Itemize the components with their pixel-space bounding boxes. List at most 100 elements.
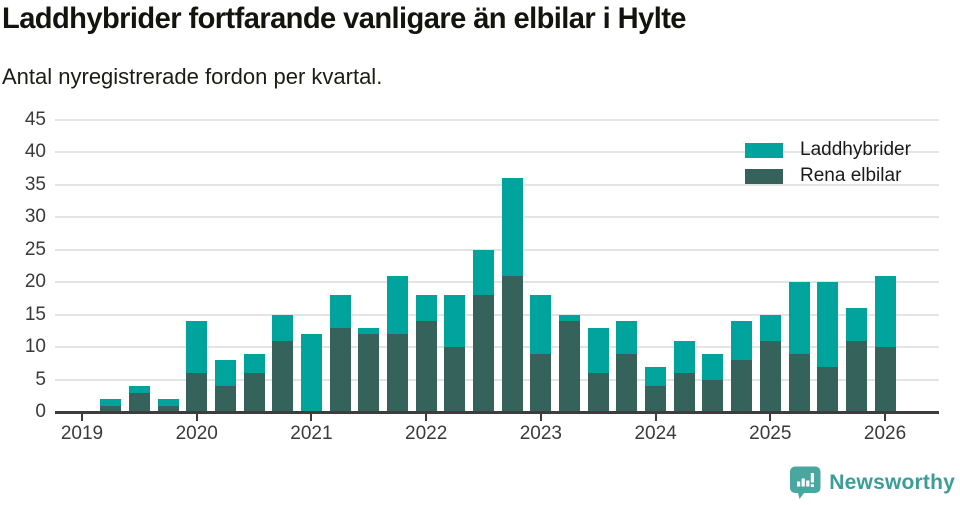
- legend-label: Rena elbilar: [800, 165, 902, 186]
- legend-swatch-rena-elbilar: [745, 168, 783, 184]
- bar-rena-elbilar: [415, 321, 437, 412]
- x-axis-tick: [539, 414, 542, 421]
- bar-rena-elbilar: [444, 347, 466, 412]
- bar-laddhybrider: [186, 321, 208, 374]
- logo-bars-glyph: [797, 473, 815, 487]
- y-tick-label: 10: [24, 336, 46, 358]
- bar-rena-elbilar: [788, 353, 810, 412]
- bar-rena-elbilar: [616, 353, 638, 412]
- bar-laddhybrider: [358, 327, 380, 335]
- x-tick-label: 2019: [60, 423, 104, 444]
- bar-rena-elbilar: [473, 295, 495, 412]
- bar-laddhybrider: [645, 366, 667, 387]
- gridline: [55, 313, 939, 316]
- bar-laddhybrider: [386, 275, 408, 335]
- bar-laddhybrider: [759, 314, 781, 341]
- bar-laddhybrider: [128, 386, 150, 393]
- x-axis-tick: [425, 414, 428, 421]
- bar-laddhybrider: [788, 282, 810, 354]
- gridline: [55, 346, 939, 349]
- gridline: [55, 183, 939, 186]
- chart-subtitle: Antal nyregistrerade fordon per kvartal.: [2, 64, 383, 89]
- brand-name: Newsworthy: [829, 470, 955, 494]
- bar-laddhybrider: [243, 353, 265, 374]
- bar-laddhybrider: [817, 282, 839, 367]
- y-tick-label: 15: [24, 303, 46, 325]
- bar-laddhybrider: [845, 308, 867, 341]
- x-axis-tick: [195, 414, 198, 421]
- x-tick-label: 2020: [175, 423, 218, 444]
- bar-laddhybrider: [673, 340, 695, 374]
- bar-rena-elbilar: [845, 340, 867, 412]
- y-tick-label: 0: [35, 401, 46, 422]
- y-tick-label: 35: [24, 173, 46, 195]
- bar-rena-elbilar: [759, 340, 781, 412]
- chart-title: Laddhybrider fortfarande vanligare än el…: [2, 2, 686, 35]
- bar-laddhybrider: [157, 399, 179, 406]
- bar-rena-elbilar: [501, 275, 523, 412]
- gridline: [55, 119, 939, 121]
- bar-rena-elbilar: [128, 392, 150, 412]
- legend: Laddhybrider Rena elbilar: [745, 137, 911, 189]
- bar-rena-elbilar: [329, 327, 351, 412]
- bar-rena-elbilar: [186, 373, 208, 412]
- y-tick-label: 30: [24, 206, 46, 228]
- x-axis-tick: [654, 414, 657, 421]
- bar-laddhybrider: [214, 360, 236, 387]
- y-tick-label: 40: [24, 141, 46, 163]
- x-axis-tick: [769, 414, 772, 421]
- x-tick-label: 2026: [863, 423, 907, 444]
- x-axis-tick: [81, 414, 83, 421]
- y-tick-label: 45: [24, 109, 46, 130]
- bar-rena-elbilar: [673, 373, 695, 412]
- bar-rena-elbilar: [386, 334, 408, 412]
- bar-laddhybrider: [501, 178, 523, 276]
- legend-label: Laddhybrider: [800, 139, 911, 160]
- x-tick-label: 2023: [519, 423, 563, 444]
- legend-swatch-laddhybrider: [745, 142, 783, 158]
- brand-footer[interactable]: Newsworthy: [790, 466, 955, 499]
- gridline: [55, 281, 939, 284]
- bar-laddhybrider: [530, 295, 552, 354]
- gridline: [55, 378, 939, 381]
- bar-laddhybrider: [559, 314, 581, 322]
- bar-laddhybrider: [329, 295, 351, 328]
- x-tick-label: 2022: [405, 423, 448, 444]
- bar-rena-elbilar: [530, 353, 552, 412]
- gridline: [55, 248, 939, 251]
- y-tick-label: 5: [35, 368, 46, 390]
- bar-rena-elbilar: [587, 373, 609, 412]
- bar-rena-elbilar: [214, 386, 236, 412]
- bar-rena-elbilar: [559, 321, 581, 412]
- bar-laddhybrider: [587, 327, 609, 374]
- bar-rena-elbilar: [731, 360, 753, 412]
- x-axis-tick: [310, 414, 313, 421]
- bar-rena-elbilar: [272, 340, 294, 412]
- bar-rena-elbilar: [157, 405, 179, 412]
- bar-laddhybrider: [100, 399, 122, 406]
- y-tick-label: 20: [24, 271, 46, 293]
- bar-rena-elbilar: [817, 366, 839, 412]
- bar-laddhybrider: [702, 353, 724, 380]
- plot-area: [55, 119, 939, 412]
- legend-item-rena-elbilar: Rena elbilar: [745, 163, 911, 189]
- gridline: [55, 151, 939, 154]
- x-axis-tick: [884, 414, 887, 421]
- y-tick-label: 25: [24, 238, 46, 260]
- bar-laddhybrider: [473, 249, 495, 296]
- newsworthy-logo-icon: [790, 466, 821, 499]
- legend-item-laddhybrider: Laddhybrider: [745, 137, 911, 163]
- bar-rena-elbilar: [100, 405, 122, 412]
- bar-laddhybrider: [300, 334, 322, 412]
- bar-laddhybrider: [874, 275, 896, 348]
- bar-laddhybrider: [272, 314, 294, 341]
- x-tick-label: 2021: [290, 423, 333, 444]
- bar-laddhybrider: [616, 321, 638, 354]
- bar-rena-elbilar: [702, 379, 724, 412]
- bar-rena-elbilar: [358, 334, 380, 412]
- bar-laddhybrider: [415, 295, 437, 322]
- bar-rena-elbilar: [874, 347, 896, 412]
- bar-laddhybrider: [444, 295, 466, 348]
- bar-laddhybrider: [731, 321, 753, 361]
